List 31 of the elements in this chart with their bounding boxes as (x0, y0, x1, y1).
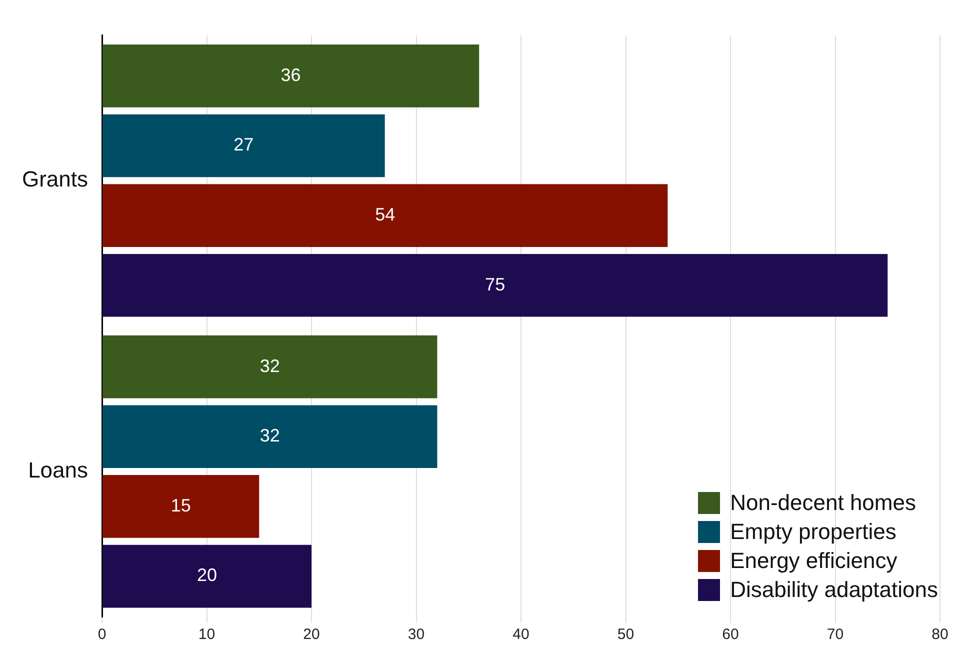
bar (102, 335, 438, 398)
legend-label: Disability adaptations (730, 576, 938, 603)
x-tick-label: 20 (303, 626, 320, 644)
x-tick-label: 40 (512, 626, 530, 644)
bar (102, 475, 260, 538)
x-tick-label: 60 (722, 626, 739, 644)
data-label: 32 (260, 426, 280, 446)
data-label: 75 (485, 274, 506, 294)
legend-label: Empty properties (730, 518, 896, 545)
data-label: 15 (170, 495, 191, 516)
bar (102, 544, 312, 608)
data-label: 20 (197, 565, 218, 586)
data-label: 27 (234, 134, 254, 155)
legend-label: Non-decent homes (730, 489, 916, 516)
bar (102, 114, 385, 178)
legend-label: Energy efficiency (730, 547, 898, 574)
x-tick-label: 10 (198, 626, 216, 644)
data-label: 32 (260, 356, 280, 376)
bar (102, 44, 480, 108)
y-tick-label: Grants (22, 166, 88, 192)
bar (102, 254, 888, 317)
data-label: 54 (375, 204, 396, 225)
x-tick-label: 80 (932, 626, 948, 644)
x-tick-label: 30 (408, 626, 425, 644)
data-label: 36 (280, 64, 301, 85)
bar (102, 184, 668, 247)
bar (102, 405, 438, 468)
x-tick-label: 0 (98, 626, 106, 644)
y-tick-label: Loans (28, 458, 88, 483)
x-tick-label: 50 (617, 626, 634, 644)
x-tick-label: 70 (826, 626, 844, 644)
